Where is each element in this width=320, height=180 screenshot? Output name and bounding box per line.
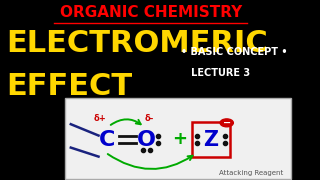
FancyArrowPatch shape [108,154,192,169]
Text: Attacking Reagent: Attacking Reagent [219,170,283,176]
FancyBboxPatch shape [192,122,230,157]
Text: δ-: δ- [145,114,155,123]
Text: C: C [99,129,115,150]
Text: Z: Z [203,129,218,150]
Text: ELECTROMERIC: ELECTROMERIC [6,29,268,58]
Text: LECTURE 3: LECTURE 3 [181,68,250,78]
Text: • BASIC CONCEPT •: • BASIC CONCEPT • [181,47,287,57]
FancyBboxPatch shape [65,98,291,179]
Text: EFFECT: EFFECT [6,72,132,101]
Text: ORGANIC CHEMISTRY: ORGANIC CHEMISTRY [60,5,242,20]
Text: +: + [172,130,187,148]
Circle shape [220,119,233,127]
Text: −: − [223,118,231,128]
Text: δ+: δ+ [94,114,107,123]
FancyArrowPatch shape [111,119,141,125]
Text: O: O [137,129,156,150]
